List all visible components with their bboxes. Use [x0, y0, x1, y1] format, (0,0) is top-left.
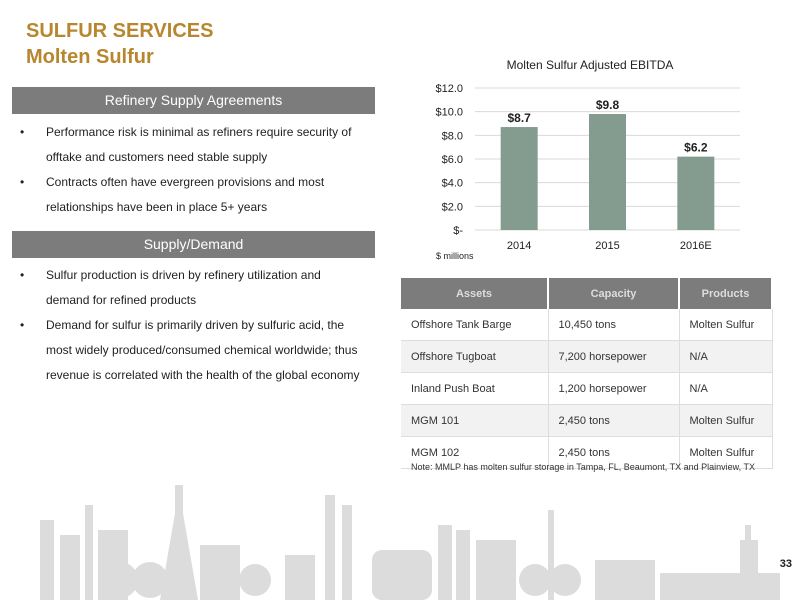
column-header-capacity: Capacity: [548, 278, 680, 309]
list-item: most widely produced/consumed chemical w…: [46, 343, 358, 357]
unit-label: $ millions: [436, 251, 474, 261]
table-header-row: Assets Capacity Products: [401, 278, 773, 309]
table-cell: 2,450 tons: [548, 404, 680, 437]
table-cell: Offshore Tank Barge: [401, 309, 549, 341]
list-item: revenue is correlated with the health of…: [46, 368, 360, 382]
list-item: • Contracts often have evergreen provisio…: [20, 175, 325, 189]
bullet-list-refinery-supply: • Performance risk is minimal as refiners…: [14, 120, 374, 220]
bar: [589, 114, 626, 230]
data-label: $9.8: [596, 98, 620, 112]
x-tick-label: 2014: [507, 240, 531, 252]
storage-note: Note: MMLP has molten sulfur storage in …: [411, 462, 756, 472]
list-item: offtake and customers need stable supply: [46, 150, 268, 164]
ebitda-chart-svg: Molten Sulfur Adjusted EBITDA $- $2.0 $4.0 $…: [435, 58, 740, 261]
table-cell: Inland Push Boat: [401, 372, 549, 405]
list-item: demand for refined products: [46, 293, 197, 307]
page-number: 33: [779, 558, 792, 570]
column-header-assets: Assets: [401, 278, 549, 309]
ebitda-chart: Molten Sulfur Adjusted EBITDA $- $2.0 $4.0 $…: [400, 52, 780, 267]
chart-title: Molten Sulfur Adjusted EBITDA: [507, 58, 674, 72]
table-cell: N/A: [679, 372, 773, 405]
y-tick-label: $4.0: [442, 178, 463, 190]
y-tick-label: $12.0: [435, 83, 463, 95]
assets-table: Assets Capacity Products Offshore Tank B…: [401, 278, 773, 469]
y-tick-label: $2.0: [442, 201, 463, 213]
list-item: • Performance risk is minimal as refiners…: [20, 125, 352, 139]
list-item: relationships have been in place 5+ year…: [46, 200, 268, 214]
table-row: Offshore Tank Barge 10,450 tons Molten S…: [401, 309, 773, 341]
page-subtitle: Molten Sulfur: [26, 46, 154, 68]
table-cell: Molten Sulfur: [679, 309, 773, 341]
table-cell: 1,200 horsepower: [548, 372, 680, 405]
y-tick-label: $10.0: [435, 107, 463, 119]
data-label: $6.2: [684, 141, 708, 155]
data-label: $8.7: [507, 111, 531, 125]
list-item: • Sulfur production is driven by refinery…: [20, 268, 321, 282]
table-row: Offshore Tugboat 7,200 horsepower N/A: [401, 340, 773, 373]
bar: [677, 156, 715, 230]
table-cell: 7,200 horsepower: [548, 340, 680, 373]
refinery-skyline-graphic: [40, 485, 780, 600]
table-cell: 10,450 tons: [548, 309, 680, 341]
column-header-products: Products: [679, 278, 773, 309]
table-cell: Molten Sulfur: [679, 436, 773, 469]
y-tick-label: $6.0: [442, 154, 463, 166]
y-tick-label: $8.0: [442, 130, 463, 142]
bullet-list-supply-demand: • Sulfur production is driven by refinery…: [14, 263, 374, 388]
table-row: Inland Push Boat 1,200 horsepower N/A: [401, 372, 773, 405]
table-cell: MGM 101: [401, 404, 549, 437]
table-cell: Molten Sulfur: [679, 404, 773, 437]
section-header-supply-demand: Supply/Demand: [12, 231, 375, 258]
table-cell: N/A: [679, 340, 773, 373]
table-row: MGM 102 2,450 tons Molten Sulfur: [401, 436, 773, 469]
bar: [500, 127, 538, 230]
y-tick-label: $-: [453, 225, 463, 237]
table-cell: MGM 102: [401, 436, 549, 469]
table-row: MGM 101 2,450 tons Molten Sulfur: [401, 404, 773, 437]
list-item: • Demand for sulfur is primarily driven b…: [20, 318, 345, 332]
table-cell: Offshore Tugboat: [401, 340, 549, 373]
section-title: SULFUR SERVICES: [26, 20, 214, 42]
table-cell: 2,450 tons: [548, 436, 680, 469]
section-header-refinery-supply: Refinery Supply Agreements: [12, 87, 375, 114]
x-tick-label: 2015: [595, 240, 619, 252]
x-tick-label: 2016E: [680, 240, 712, 252]
